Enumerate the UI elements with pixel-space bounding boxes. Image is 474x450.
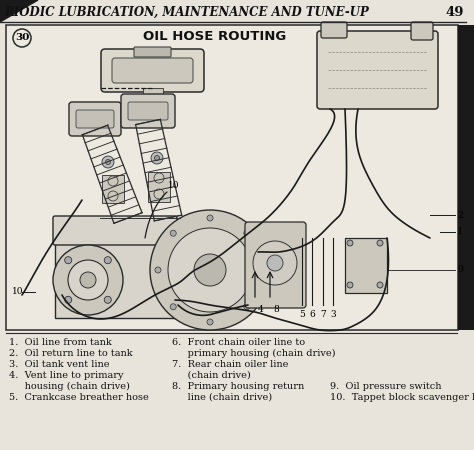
FancyBboxPatch shape (134, 47, 171, 57)
Polygon shape (0, 0, 38, 22)
Circle shape (151, 152, 163, 164)
FancyBboxPatch shape (112, 58, 193, 83)
Bar (55, 230, 175, 318)
Text: 7.  Rear chain oiler line: 7. Rear chain oiler line (172, 360, 288, 369)
Text: 6: 6 (309, 310, 315, 319)
Text: 6.  Front chain oiler line to: 6. Front chain oiler line to (172, 338, 305, 347)
Bar (102, 175, 124, 203)
Circle shape (259, 267, 265, 273)
Circle shape (170, 230, 176, 236)
Circle shape (68, 260, 108, 300)
FancyBboxPatch shape (121, 94, 175, 128)
Text: OIL HOSE ROUTING: OIL HOSE ROUTING (143, 31, 287, 44)
Bar (458, 25, 474, 330)
Circle shape (53, 245, 123, 315)
Bar (6, 25, 458, 330)
Circle shape (267, 255, 283, 271)
Circle shape (377, 282, 383, 288)
Text: 9: 9 (457, 266, 463, 274)
Text: 5: 5 (299, 310, 305, 319)
Text: 10.  Tappet block scavenger lines: 10. Tappet block scavenger lines (330, 393, 474, 402)
Circle shape (102, 156, 114, 168)
Text: RIODIC LUBRICATION, MAINTENANCE AND TUNE-UP: RIODIC LUBRICATION, MAINTENANCE AND TUNE… (4, 5, 369, 18)
FancyBboxPatch shape (69, 102, 121, 136)
Text: 4: 4 (258, 305, 264, 314)
Text: 10: 10 (168, 180, 180, 189)
Circle shape (347, 240, 353, 246)
Text: 2.  Oil return line to tank: 2. Oil return line to tank (9, 349, 133, 358)
Bar (345, 238, 387, 293)
FancyBboxPatch shape (53, 216, 177, 245)
FancyBboxPatch shape (128, 102, 168, 120)
Circle shape (155, 156, 159, 161)
Circle shape (170, 304, 176, 310)
Circle shape (347, 282, 353, 288)
FancyBboxPatch shape (411, 22, 433, 40)
Text: 3.  Oil tank vent line: 3. Oil tank vent line (9, 360, 109, 369)
Circle shape (106, 159, 110, 165)
Text: 3: 3 (330, 310, 336, 319)
Circle shape (104, 296, 111, 303)
Text: 8: 8 (273, 305, 279, 314)
Circle shape (80, 272, 96, 288)
Text: 1: 1 (457, 228, 463, 237)
Circle shape (168, 228, 252, 312)
Text: 8.  Primary housing return: 8. Primary housing return (172, 382, 304, 391)
FancyBboxPatch shape (76, 110, 114, 128)
Circle shape (13, 29, 31, 47)
Text: 10: 10 (12, 288, 24, 297)
Circle shape (244, 304, 250, 310)
Text: 4.  Vent line to primary: 4. Vent line to primary (9, 371, 124, 380)
FancyBboxPatch shape (321, 22, 347, 38)
Text: 5.  Crankcase breather hose: 5. Crankcase breather hose (9, 393, 149, 402)
FancyBboxPatch shape (101, 49, 204, 92)
Text: (chain drive): (chain drive) (172, 371, 251, 380)
Circle shape (155, 267, 161, 273)
Circle shape (253, 241, 297, 285)
Text: 1.  Oil line from tank: 1. Oil line from tank (9, 338, 112, 347)
Circle shape (207, 319, 213, 325)
Bar (148, 172, 170, 202)
FancyBboxPatch shape (245, 222, 306, 308)
Text: 9.  Oil pressure switch: 9. Oil pressure switch (330, 382, 441, 391)
Circle shape (207, 215, 213, 221)
Text: 7: 7 (320, 310, 326, 319)
Text: housing (chain drive): housing (chain drive) (9, 382, 130, 391)
Text: line (chain drive): line (chain drive) (172, 393, 272, 402)
Circle shape (65, 296, 72, 303)
Text: 2: 2 (457, 211, 463, 220)
Circle shape (150, 210, 270, 330)
Bar (143, 88, 163, 98)
Circle shape (65, 256, 72, 264)
Circle shape (244, 230, 250, 236)
Circle shape (377, 240, 383, 246)
Text: primary housing (chain drive): primary housing (chain drive) (172, 349, 336, 358)
Text: 30: 30 (15, 33, 29, 42)
Circle shape (194, 254, 226, 286)
Text: 49: 49 (446, 5, 464, 18)
FancyBboxPatch shape (317, 31, 438, 109)
Circle shape (104, 256, 111, 264)
